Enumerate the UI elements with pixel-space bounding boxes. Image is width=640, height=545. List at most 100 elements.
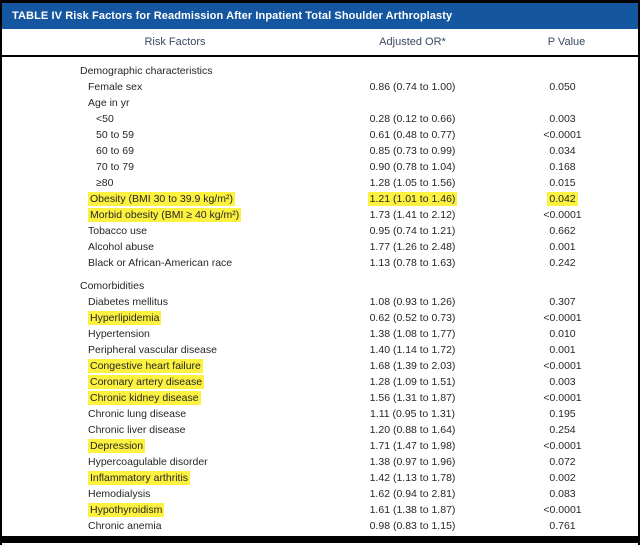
p-value-cell: <0.0001	[495, 504, 638, 516]
adjusted-or-value: 0.86 (0.74 to 1.00)	[369, 81, 456, 93]
risk-factor-label-cell: Chronic liver disease	[2, 424, 330, 436]
risk-factor-label: <50	[96, 113, 114, 125]
p-value: 0.195	[549, 408, 576, 420]
adjusted-or-value: 1.38 (0.97 to 1.96)	[369, 456, 456, 468]
p-value-cell: 0.242	[495, 257, 638, 269]
risk-factor-label: Hyperlipidemia	[88, 311, 162, 325]
table-row: Age in yr	[2, 95, 638, 111]
table-row: Tobacco use 0.95 (0.74 to 1.21) 0.662	[2, 223, 638, 239]
p-value-cell: 0.307	[495, 296, 638, 308]
p-value: 0.254	[549, 424, 576, 436]
risk-factor-label: Coronary artery disease	[88, 375, 205, 389]
p-value: 0.015	[549, 177, 576, 189]
section-header-row: Comorbidities	[2, 278, 638, 294]
table-row: ≥80 1.28 (1.05 to 1.56) 0.015	[2, 175, 638, 191]
risk-factor-label-cell: Chronic lung disease	[2, 408, 330, 420]
adjusted-or-value: 1.40 (1.14 to 1.72)	[369, 344, 456, 356]
table-row: Hypothyroidism 1.61 (1.38 to 1.87) <0.0001	[2, 502, 638, 518]
p-value-cell: 0.662	[495, 225, 638, 237]
adjusted-or-value: 0.61 (0.48 to 0.77)	[369, 129, 456, 141]
risk-factor-label: ≥80	[96, 177, 114, 189]
p-value: 0.003	[549, 376, 576, 388]
table-row: Inflammatory arthritis 1.42 (1.13 to 1.78…	[2, 470, 638, 486]
p-value: <0.0001	[543, 209, 582, 221]
adjusted-or-value-cell: 1.71 (1.47 to 1.98)	[330, 440, 495, 452]
p-value-cell: <0.0001	[495, 209, 638, 221]
table-row: Depression 1.71 (1.47 to 1.98) <0.0001	[2, 438, 638, 454]
risk-factor-label: Hypertension	[88, 328, 150, 340]
risk-factor-label-cell: <50	[2, 113, 330, 125]
table-row: Congestive heart failure 1.68 (1.39 to 2.…	[2, 358, 638, 374]
adjusted-or-value-cell: 0.28 (0.12 to 0.66)	[330, 113, 495, 125]
adjusted-or-value: 1.11 (0.95 to 1.31)	[369, 408, 456, 420]
p-value-cell: 0.072	[495, 456, 638, 468]
risk-factor-label-cell: Tobacco use	[2, 225, 330, 237]
adjusted-or-value-cell: 1.40 (1.14 to 1.72)	[330, 344, 495, 356]
risk-factor-label-cell: 70 to 79	[2, 161, 330, 173]
table-row: Peripheral vascular disease 1.40 (1.14 to…	[2, 342, 638, 358]
risk-factor-label: Tobacco use	[88, 225, 147, 237]
table-row: Hypertension 1.38 (1.08 to 1.77) 0.010	[2, 326, 638, 342]
p-value: <0.0001	[543, 312, 582, 324]
p-value-cell: 0.034	[495, 145, 638, 157]
adjusted-or-value-cell: 0.95 (0.74 to 1.21)	[330, 225, 495, 237]
risk-factor-label: Chronic liver disease	[88, 424, 186, 436]
p-value-cell: <0.0001	[495, 440, 638, 452]
adjusted-or-value: 1.68 (1.39 to 2.03)	[369, 360, 456, 372]
table-body: Demographic characteristics Female sex 0.8…	[2, 57, 638, 536]
adjusted-or-value-cell: 1.38 (0.97 to 1.96)	[330, 456, 495, 468]
risk-factor-label-cell: Hypertension	[2, 328, 330, 340]
adjusted-or-value: 1.61 (1.38 to 1.87)	[369, 504, 456, 516]
adjusted-or-value-cell: 1.73 (1.41 to 2.12)	[330, 209, 495, 221]
p-value: 0.001	[549, 241, 576, 253]
adjusted-or-value-cell: 0.90 (0.78 to 1.04)	[330, 161, 495, 173]
p-value-cell: 0.042	[495, 192, 638, 206]
adjusted-or-value: 1.38 (1.08 to 1.77)	[369, 328, 456, 340]
p-value: 0.042	[547, 192, 578, 206]
risk-factor-label-cell: Chronic anemia	[2, 520, 330, 532]
risk-factor-label: Chronic anemia	[88, 520, 162, 532]
p-value-cell: 0.003	[495, 376, 638, 388]
risk-factor-label-cell: Morbid obesity (BMI ≥ 40 kg/m²)	[2, 208, 330, 222]
adjusted-or-value: 1.73 (1.41 to 2.12)	[369, 209, 456, 221]
risk-factor-label-cell: Chronic kidney disease	[2, 391, 330, 405]
risk-factor-label-cell: Demographic characteristics	[2, 65, 330, 77]
risk-factor-label-cell: Age in yr	[2, 97, 330, 109]
p-value: 0.034	[549, 145, 576, 157]
risk-factor-label: 70 to 79	[96, 161, 134, 173]
p-value-cell: <0.0001	[495, 360, 638, 372]
p-value: 0.242	[549, 257, 576, 269]
risk-factor-label: Alcohol abuse	[88, 241, 154, 253]
adjusted-or-value-cell: 1.21 (1.01 to 1.46)	[330, 192, 495, 206]
risk-factor-label: Inflammatory arthritis	[88, 471, 191, 485]
p-value-cell: 0.015	[495, 177, 638, 189]
column-header-adjusted-or: Adjusted OR*	[379, 36, 446, 48]
adjusted-or-value-cell: 1.61 (1.38 to 1.87)	[330, 504, 495, 516]
p-value: 0.001	[549, 344, 576, 356]
table-row: Hyperlipidemia 0.62 (0.52 to 0.73) <0.0001	[2, 310, 638, 326]
adjusted-or-value: 0.28 (0.12 to 0.66)	[369, 113, 456, 125]
p-value-cell: 0.002	[495, 472, 638, 484]
adjusted-or-value-cell: 1.38 (1.08 to 1.77)	[330, 328, 495, 340]
adjusted-or-value: 0.95 (0.74 to 1.21)	[369, 225, 456, 237]
adjusted-or-value: 0.62 (0.52 to 0.73)	[369, 312, 456, 324]
adjusted-or-value-cell: 1.77 (1.26 to 2.48)	[330, 241, 495, 253]
column-header-row: Risk Factors Adjusted OR* P Value	[2, 29, 638, 57]
risk-factor-label: Peripheral vascular disease	[88, 344, 217, 356]
p-value-cell: 0.761	[495, 520, 638, 532]
p-value-cell: <0.0001	[495, 392, 638, 404]
column-header-p-value: P Value	[547, 36, 586, 48]
adjusted-or-value-cell: 1.42 (1.13 to 1.78)	[330, 472, 495, 484]
risk-factor-label-cell: Hypercoagulable disorder	[2, 456, 330, 468]
adjusted-or-value-cell: 1.68 (1.39 to 2.03)	[330, 360, 495, 372]
table-row: <50 0.28 (0.12 to 0.66) 0.003	[2, 111, 638, 127]
table-row: Black or African-American race 1.13 (0.78…	[2, 255, 638, 271]
adjusted-or-value: 1.21 (1.01 to 1.46)	[367, 192, 458, 206]
adjusted-or-value-cell: 0.86 (0.74 to 1.00)	[330, 81, 495, 93]
risk-factor-label: Obesity (BMI 30 to 39.9 kg/m²)	[88, 192, 235, 206]
adjusted-or-value: 1.28 (1.09 to 1.51)	[369, 376, 456, 388]
risk-factor-label: Age in yr	[88, 97, 130, 109]
risk-factor-label: Congestive heart failure	[88, 359, 203, 373]
adjusted-or-value-cell: 1.56 (1.31 to 1.87)	[330, 392, 495, 404]
